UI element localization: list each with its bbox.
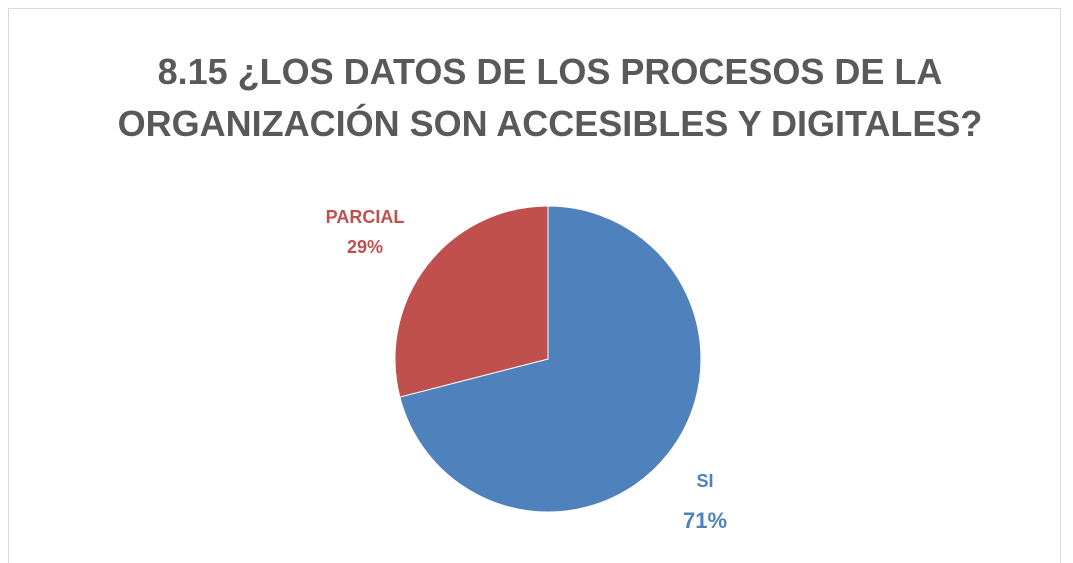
pie-slice bbox=[394, 205, 549, 398]
chart-title: 8.15 ¿LOS DATOS DE LOS PROCESOS DE LA OR… bbox=[117, 51, 983, 144]
chart-border bbox=[8, 8, 1061, 563]
category-label: PARCIAL bbox=[326, 207, 405, 227]
category-label: SI bbox=[696, 471, 713, 491]
pie-slice bbox=[399, 205, 702, 513]
value-label: 29% bbox=[347, 237, 383, 257]
value-label: 71% bbox=[683, 508, 727, 533]
